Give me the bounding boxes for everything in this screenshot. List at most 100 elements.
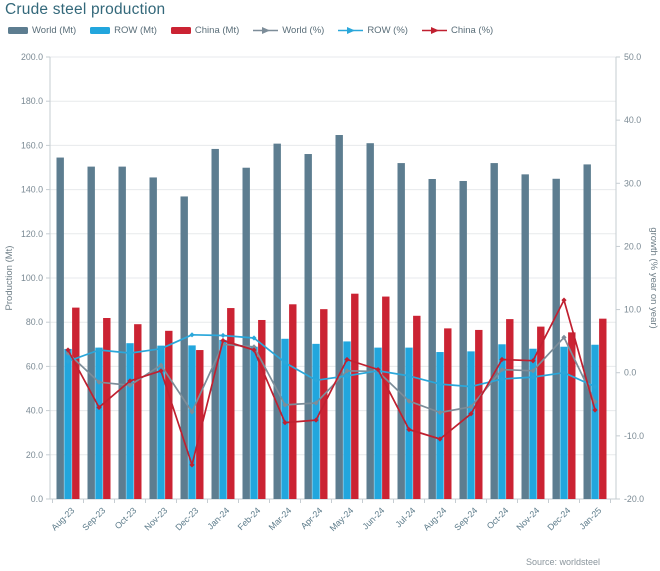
right-axis-tick-label: 10.0 (624, 305, 641, 315)
bar (219, 339, 227, 499)
bar (506, 319, 514, 499)
bar (211, 148, 219, 499)
legend-item-china[interactable]: China (%) (421, 25, 493, 36)
line-path (67, 333, 596, 388)
data-point-marker (313, 417, 319, 423)
right-axis-tick-label: 20.0 (624, 241, 641, 251)
bar (95, 347, 103, 499)
data-point-marker (127, 378, 133, 384)
legend-item-row[interactable]: ROW (%) (338, 25, 408, 36)
line-series-china (65, 297, 598, 468)
data-point-marker (282, 419, 288, 426)
bar (188, 345, 196, 499)
bar (459, 180, 467, 499)
data-point-marker (251, 347, 257, 353)
bar (64, 348, 72, 499)
legend-label: ROW (%) (367, 25, 408, 36)
line-series-world (65, 334, 598, 416)
data-point-marker (592, 407, 598, 413)
bar (273, 143, 281, 499)
legend-item-world[interactable]: World (%) (253, 25, 324, 36)
x-axis-label: Dec-23 (173, 505, 200, 532)
data-point-marker (375, 366, 381, 373)
chart-title: Crude steel production (5, 1, 166, 18)
x-axis-label: Nov-23 (142, 505, 169, 532)
left-axis-tick-label: 60.0 (26, 361, 43, 371)
bar (436, 352, 444, 499)
data-point-marker (468, 384, 474, 390)
legend-label: China (Mt) (194, 25, 240, 36)
bar (289, 304, 297, 499)
legend-item-china-mt[interactable]: China (Mt) (170, 25, 240, 36)
data-point-marker (251, 344, 257, 350)
bar (227, 308, 235, 499)
bar-swatch-icon (90, 27, 111, 34)
data-point-marker (530, 374, 536, 380)
legend-item-row-mt[interactable]: ROW (Mt) (90, 25, 157, 36)
data-point-marker (344, 356, 350, 363)
data-point-marker (344, 368, 350, 374)
legend-label: ROW (Mt) (114, 25, 157, 36)
left-axis-tick-label: 0.0 (31, 494, 43, 504)
data-point-marker (127, 382, 133, 388)
x-axis-label: Nov-24 (514, 505, 541, 532)
x-axis-label: Feb-24 (236, 505, 263, 532)
bar (529, 348, 537, 499)
right-axis-tick-label: 50.0 (624, 52, 641, 62)
data-point-marker (437, 409, 443, 416)
data-point-marker (530, 368, 536, 374)
bar (250, 346, 258, 499)
x-axis-label: Jul-24 (393, 505, 417, 529)
x-axis-label: Aug-24 (421, 505, 448, 532)
line-marker-icon (253, 27, 279, 34)
bar (281, 338, 289, 499)
bar (258, 319, 266, 499)
left-axis-tick-label: 160.0 (21, 140, 43, 150)
bar (351, 293, 359, 499)
data-point-marker (220, 337, 226, 344)
left-axis-tick-label: 20.0 (26, 450, 43, 460)
bar (475, 329, 483, 499)
data-point-marker (96, 379, 102, 385)
data-point-marker (468, 404, 474, 410)
bar (413, 315, 421, 499)
bar (157, 345, 165, 499)
bar (397, 163, 405, 499)
right-axis-title: growth (% year on year) (648, 227, 659, 328)
data-point-marker (282, 360, 288, 366)
data-point-marker (561, 297, 567, 303)
bar (490, 163, 498, 499)
x-axis-label: Mar-24 (267, 505, 294, 532)
bar (405, 347, 413, 499)
left-axis-tick-label: 100.0 (21, 273, 43, 283)
line-marker-icon (338, 27, 364, 34)
data-point-marker (158, 362, 164, 368)
x-axis-label: Jan-25 (577, 505, 603, 531)
bar (242, 167, 250, 499)
bar (498, 344, 506, 499)
bar (87, 166, 95, 499)
x-axis-label: Sep-23 (80, 505, 107, 532)
left-axis-tick-label: 200.0 (21, 52, 43, 62)
legend-label: World (Mt) (32, 25, 77, 36)
bar-series-row-mt (64, 338, 599, 499)
bar (428, 178, 436, 499)
right-axis-tick-label: 40.0 (624, 115, 641, 125)
bar (560, 346, 568, 499)
data-point-marker (499, 356, 505, 363)
bar (552, 178, 560, 499)
data-point-marker (561, 370, 567, 376)
x-axis-label: Oct-24 (485, 505, 511, 531)
x-axis-label: Dec-24 (545, 505, 572, 532)
bar (304, 154, 312, 500)
data-point-marker (313, 400, 319, 406)
data-point-marker (406, 426, 412, 433)
data-point-marker (189, 332, 195, 338)
legend-label: World (%) (282, 25, 325, 36)
right-axis-tick-label: 30.0 (624, 178, 641, 188)
axis-tick-labels: 0.0 20.0 40.0 60.0 80.0 100.0 120.0 140.0 160.0 1… (21, 52, 644, 504)
bar-swatch-icon (8, 27, 28, 34)
data-point-marker (437, 436, 443, 442)
data-point-marker (561, 334, 567, 340)
legend-item-world-mt[interactable]: World (Mt) (8, 25, 76, 36)
